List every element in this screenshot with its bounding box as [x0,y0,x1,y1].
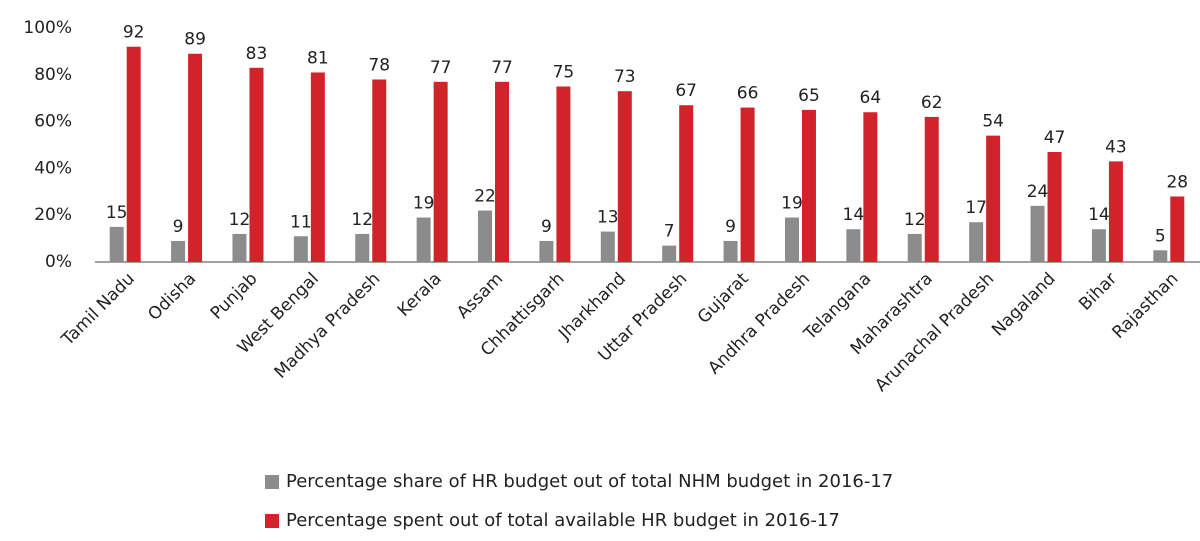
y-tick-label: 40% [34,158,72,178]
data-label: 75 [553,63,575,83]
data-label: 9 [173,217,184,237]
data-label: 12 [229,210,251,230]
data-label: 11 [290,212,312,232]
bar [784,217,799,262]
data-label: 92 [123,23,145,43]
bar [679,105,694,262]
legend-label: Percentage share of HR budget out of tot… [286,471,893,492]
bar [924,116,939,262]
bar [310,72,325,263]
bar [662,245,677,262]
y-tick-label: 20% [34,205,72,225]
bar [249,67,264,262]
bar [1108,161,1123,262]
bar [723,240,738,262]
bar [232,233,247,262]
data-label: 28 [1166,172,1188,192]
x-tick-label: Arunachal Pradesh [871,269,998,396]
data-label: 65 [798,86,820,106]
bar [740,107,755,262]
data-label: 47 [1044,128,1066,148]
bar [907,233,922,262]
legend-swatch [265,514,279,528]
bar [171,240,186,262]
x-tick-label: Madhya Pradesh [271,269,385,383]
x-tick-label: Assam [453,269,507,323]
bar [495,81,510,262]
x-tick-label: Rajasthan [1108,269,1182,343]
legend: Percentage share of HR budget out of tot… [265,471,893,531]
bar [1091,229,1106,262]
data-label: 24 [1027,182,1049,202]
x-tick-label: Tamil Nadu [57,269,138,350]
data-label: 83 [246,44,268,64]
y-tick-label: 60% [34,112,72,132]
bar [1170,196,1185,262]
data-label: 54 [982,112,1004,132]
x-tick-label: Punjab [207,269,262,324]
data-label: 12 [351,210,373,230]
bar [617,91,632,263]
data-label: 62 [921,93,943,113]
bar [433,81,448,262]
bar [478,210,493,262]
bar [293,236,308,262]
data-label: 64 [860,88,882,108]
bar [355,233,370,262]
y-tick-label: 100% [23,18,72,38]
data-label: 66 [737,84,759,104]
data-label: 19 [781,194,803,214]
data-label: 9 [725,217,736,237]
x-tick-label: Bihar [1075,269,1121,315]
y-tick-label: 0% [45,252,72,272]
x-tick-label: Gujarat [694,269,753,328]
data-label: 78 [368,55,390,75]
bar [600,231,615,262]
data-label: 13 [597,208,619,228]
data-label: 81 [307,48,329,68]
x-tick-label: Odisha [144,269,200,325]
data-label: 14 [1088,205,1110,225]
data-label: 77 [430,58,452,78]
bar [372,79,387,262]
data-label: 12 [904,210,926,230]
x-tick-label: Nagaland [988,269,1059,340]
bar [1047,152,1062,262]
bar [109,226,124,262]
bar [969,222,984,262]
data-label: 19 [413,194,435,214]
bar [846,229,861,262]
legend-swatch [265,475,279,489]
data-label: 7 [664,222,675,242]
legend-label: Percentage spent out of total available … [286,510,840,531]
data-label: 14 [843,205,865,225]
data-label: 43 [1105,137,1127,157]
bar [188,53,203,262]
bar [986,135,1001,262]
bar [1153,250,1168,262]
data-label: 15 [106,203,128,223]
bar [416,217,431,262]
bar [556,86,571,262]
data-label: 77 [491,58,513,78]
data-label: 73 [614,67,636,87]
data-label: 67 [675,81,697,101]
bar [801,109,816,263]
bar [863,112,878,263]
bar [1030,205,1045,262]
bar [126,46,141,262]
x-tick-label: Kerala [394,269,446,321]
data-label: 89 [184,30,206,50]
bar [539,240,554,262]
y-tick-label: 80% [34,65,72,85]
data-label: 5 [1155,226,1166,246]
data-label: 17 [965,198,987,218]
data-label: 9 [541,217,552,237]
data-label: 22 [474,187,496,207]
